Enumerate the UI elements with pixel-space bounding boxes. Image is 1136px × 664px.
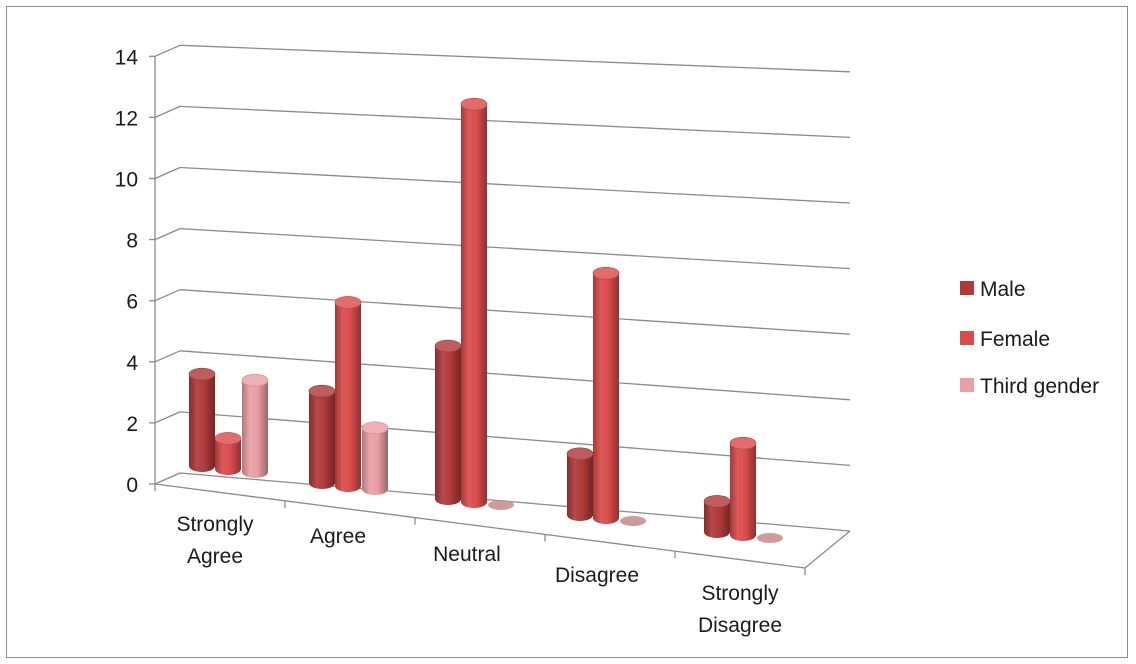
legend-item-female: Female (960, 328, 1050, 351)
y-tick-label: 4 (126, 352, 138, 375)
bar-top (361, 421, 389, 435)
bar-male (434, 339, 462, 505)
bar-female (214, 432, 242, 475)
gridline-side (154, 411, 181, 424)
bar-top (334, 296, 362, 309)
y-tick-label: 2 (126, 413, 138, 436)
bar-third-gender (361, 421, 389, 495)
bar-male (703, 495, 731, 538)
gridline (179, 105, 851, 139)
bar-body (435, 346, 461, 505)
bar-body (189, 374, 215, 472)
y-tick-label: 6 (126, 291, 138, 314)
bar-body (362, 427, 388, 495)
bar-male (308, 384, 336, 489)
gridline-side (154, 228, 181, 241)
legend-label: Third gender (980, 375, 1099, 398)
bar-third-gender (620, 516, 646, 526)
bar-body (242, 380, 268, 478)
gridline (179, 227, 851, 270)
category-label: Disagree (555, 564, 639, 587)
bar-body (567, 453, 593, 521)
bar-third-gender (241, 373, 269, 478)
bar-body (309, 391, 335, 489)
legend-item-third-gender: Third gender (960, 375, 1099, 398)
category-label: Neutral (433, 543, 501, 566)
bar-body (215, 438, 241, 475)
bar-zero-base (620, 516, 646, 526)
bar-male (188, 367, 216, 472)
bar-top (434, 339, 462, 353)
bar-top (460, 97, 488, 111)
gridline (179, 44, 851, 73)
bar-zero-base (488, 500, 514, 510)
bar-female (592, 266, 620, 524)
bar-top (566, 447, 594, 461)
x-axis (154, 483, 806, 569)
legend-swatch (960, 331, 974, 345)
legend-swatch (960, 281, 974, 295)
bar-body (730, 443, 756, 541)
bar-top (214, 432, 242, 445)
gridline-side (154, 105, 181, 118)
gridline-side (154, 44, 181, 57)
legend-label: Female (980, 328, 1050, 351)
y-tick-label: 0 (126, 474, 138, 497)
y-tick-label: 8 (126, 230, 138, 253)
gridline-side (154, 289, 181, 302)
bar-third-gender (488, 500, 514, 510)
gridline-side (154, 166, 181, 180)
bar-top (241, 373, 269, 387)
bar-female (729, 436, 757, 541)
bar-top (703, 495, 731, 508)
y-tick-label: 10 (115, 169, 138, 192)
gridline (179, 289, 851, 335)
gridline-side (154, 472, 181, 485)
bar-body (704, 501, 730, 538)
chart-frame (6, 6, 1128, 658)
floor-edge (804, 530, 851, 569)
y-tick-label: 14 (115, 46, 139, 69)
bar-zero-base (757, 533, 783, 543)
category-label: Strongly Disagree (698, 582, 782, 637)
y-tick-label: 12 (115, 107, 138, 130)
legend-swatch (960, 378, 974, 392)
gridline (179, 350, 851, 401)
bar-top (188, 367, 216, 381)
bar-top (592, 266, 620, 280)
bar-female (460, 97, 488, 508)
bar-female (334, 296, 362, 492)
bar-body (461, 104, 487, 508)
bar-top (729, 436, 757, 450)
bar-male (566, 447, 594, 521)
bar-third-gender (757, 533, 783, 543)
category-label: Agree (310, 525, 366, 548)
gridline (179, 166, 851, 204)
bar-body (335, 302, 361, 492)
legend-label: Male (980, 278, 1026, 301)
bar-body (593, 273, 619, 524)
legend-item-male: Male (960, 278, 1026, 301)
gridline-side (154, 350, 181, 363)
category-label: Strongly Agree (176, 513, 254, 568)
bar-top (308, 384, 336, 398)
